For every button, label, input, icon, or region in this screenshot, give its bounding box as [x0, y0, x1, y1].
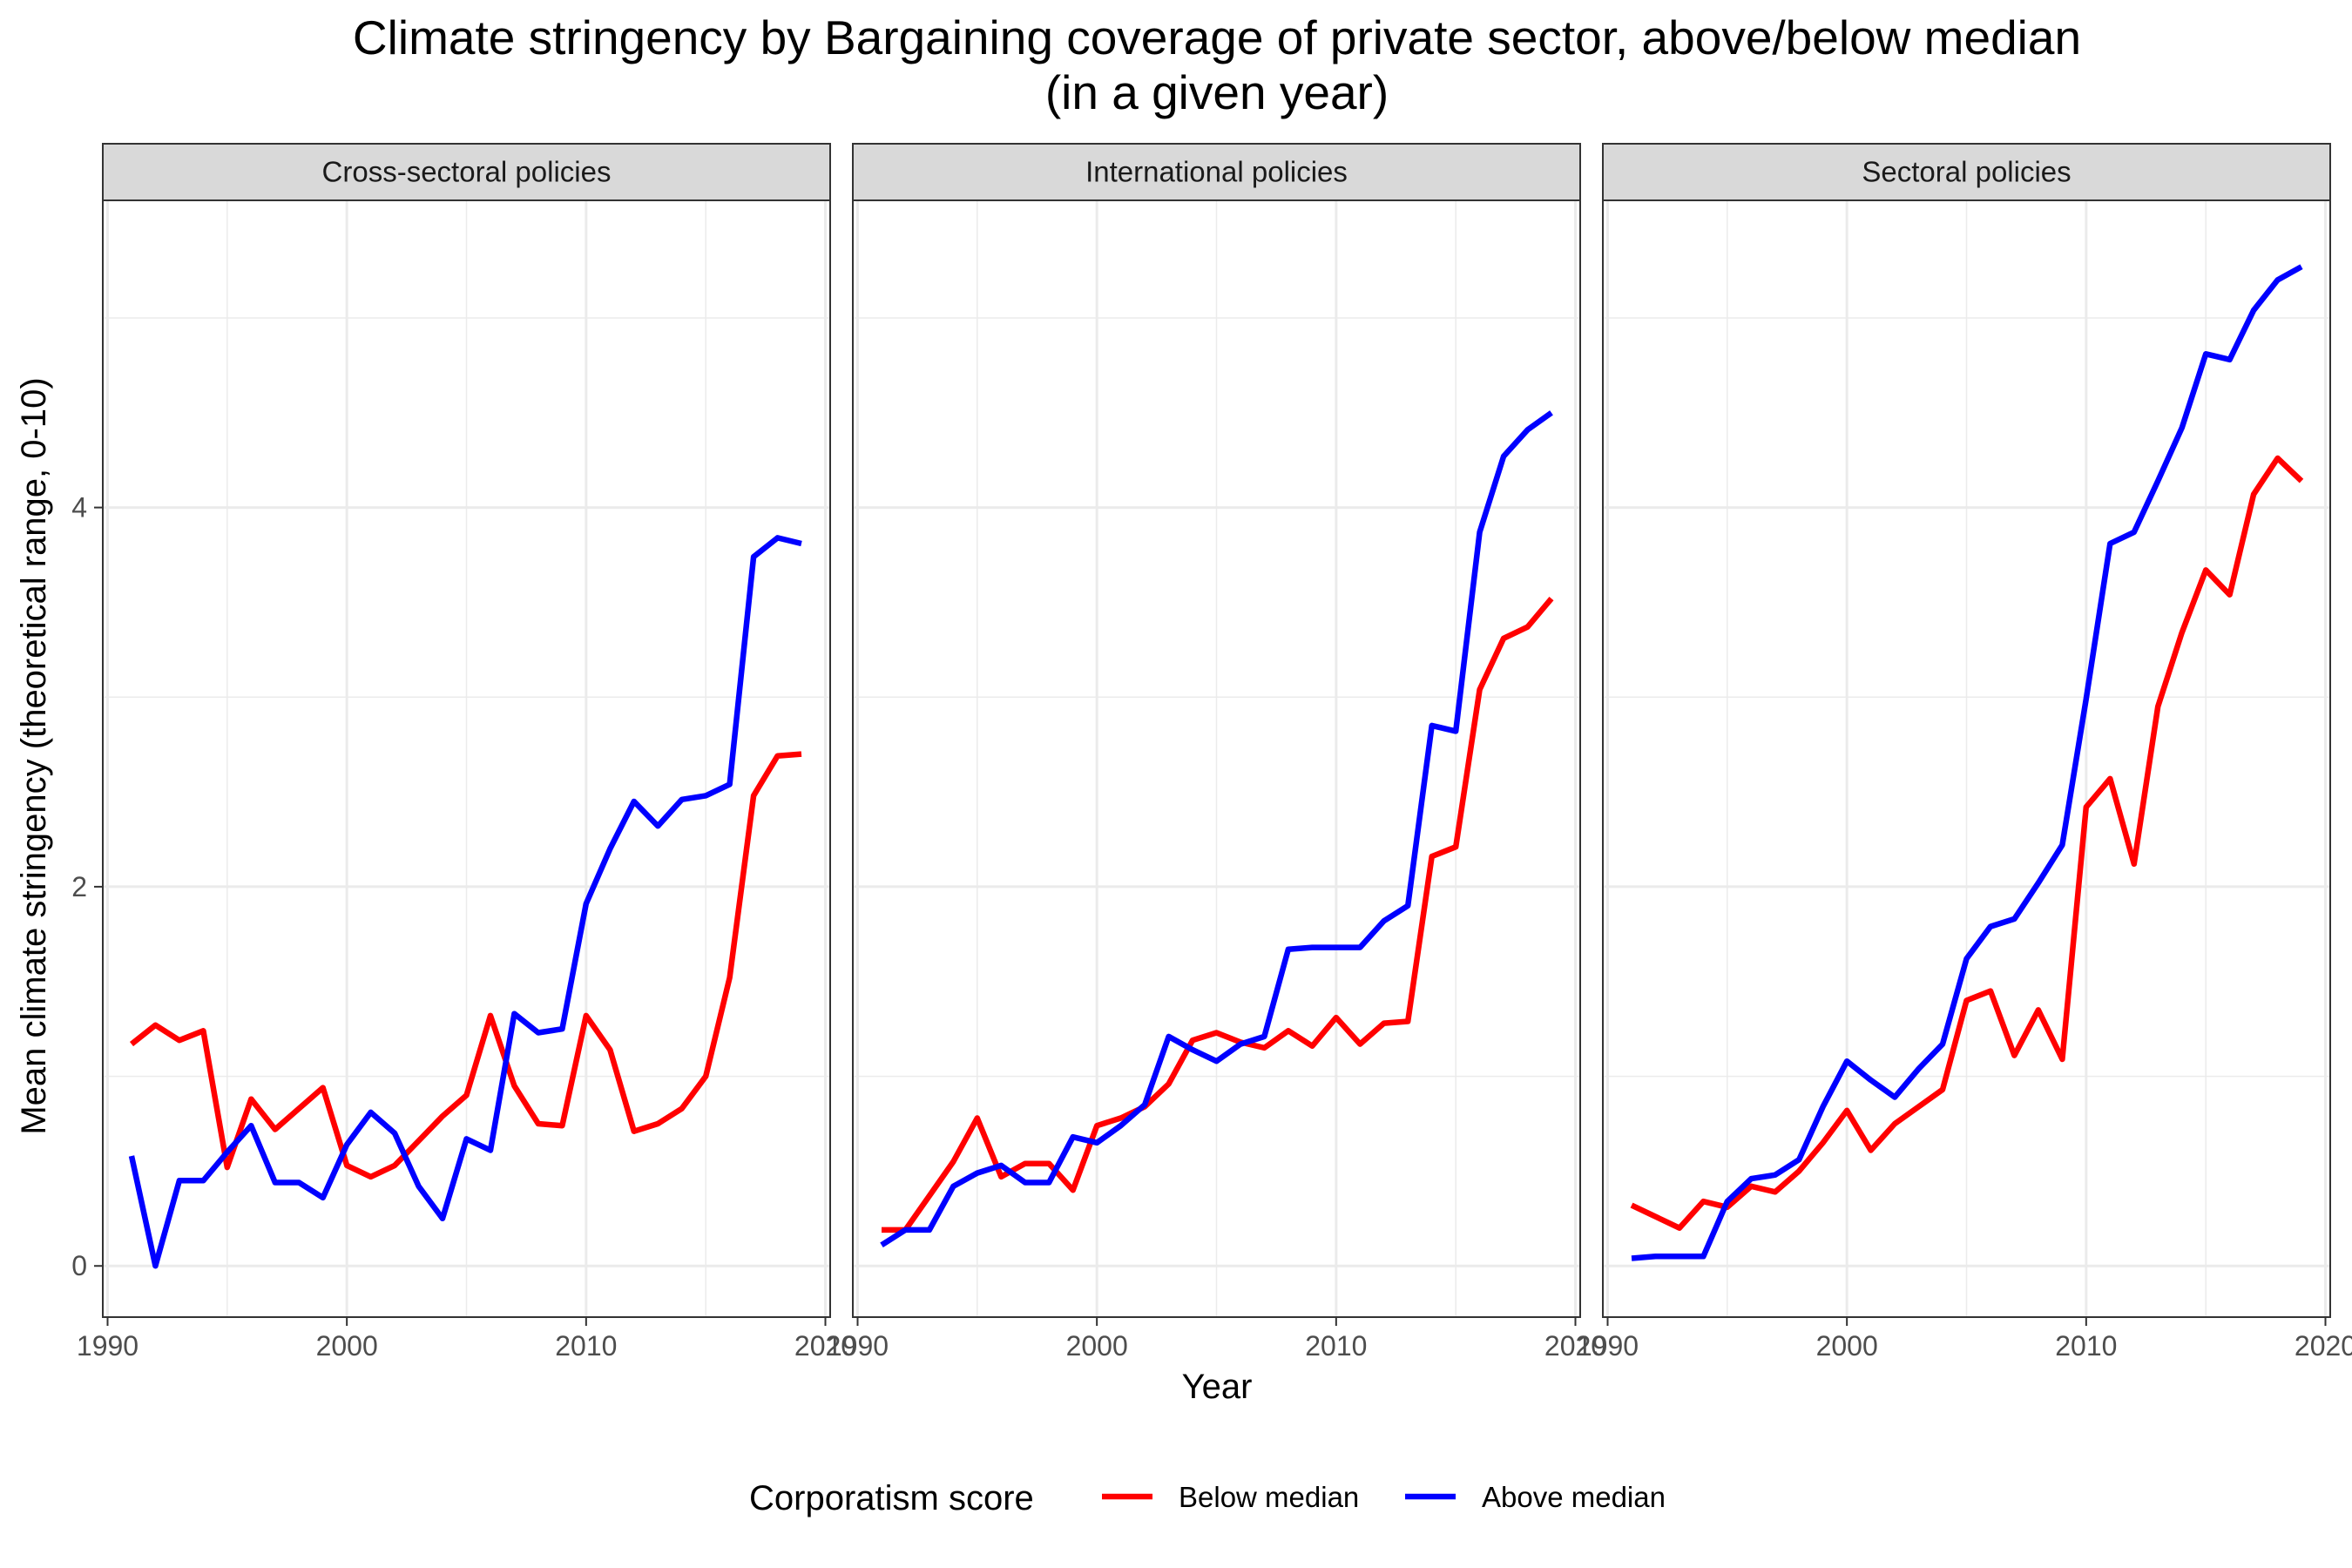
- facet-strip-label: Sectoral policies: [1862, 156, 2071, 188]
- panel-border: [102, 199, 831, 1318]
- y-axis: 0 2 4: [71, 492, 103, 1281]
- x-tick-label: 2000: [316, 1330, 378, 1362]
- x-tick-label: 2010: [1305, 1330, 1367, 1362]
- legend-item-below-median: Below median: [1102, 1481, 1359, 1513]
- legend-entries: Below median Above median: [1102, 1481, 1666, 1513]
- chart-subtitle: (in a given year): [1045, 65, 1389, 119]
- legend: Corporatism score Below median Above medi…: [749, 1479, 1666, 1517]
- panel-international-policies: International policies 1990 2000 2010 2020: [827, 143, 1606, 1362]
- panel-border: [1602, 199, 2331, 1318]
- panel-cross-sectoral-policies: Cross-sectoral policies 1990 2000 2010 2020: [77, 143, 856, 1362]
- x-tick-label: 1990: [827, 1330, 889, 1362]
- facet-strip: [1602, 143, 2331, 201]
- chart-title: Climate stringency by Bargaining coverag…: [353, 10, 2081, 64]
- x-tick-label: 2000: [1066, 1330, 1128, 1362]
- x-tick-label: 2000: [1816, 1330, 1878, 1362]
- x-tick-label: 1990: [1577, 1330, 1639, 1362]
- series-group: [128, 535, 802, 1269]
- legend-item-above-median: Above median: [1405, 1481, 1666, 1513]
- series-group: [880, 410, 1554, 1248]
- x-tick-label: 2020: [2295, 1330, 2352, 1362]
- legend-title: Corporatism score: [749, 1479, 1034, 1517]
- legend-label: Below median: [1179, 1481, 1359, 1513]
- x-tick-label: 1990: [77, 1330, 139, 1362]
- y-tick-label: 2: [71, 871, 87, 902]
- x-tick-label: 2010: [2055, 1330, 2117, 1362]
- facet-strip-label: Cross-sectoral policies: [322, 156, 612, 188]
- facet-strip: [102, 143, 831, 201]
- y-tick-label: 0: [71, 1250, 87, 1281]
- series-group: [1630, 264, 2304, 1261]
- panel-sectoral-policies: Sectoral policies 1990 2000 2010 2020: [1577, 143, 2352, 1362]
- x-tick-label: 2010: [555, 1330, 617, 1362]
- series-line-above-median: [128, 535, 802, 1269]
- series-line-below-median: [129, 751, 802, 1180]
- y-axis-title: Mean climate stringency (theoretical ran…: [15, 377, 53, 1134]
- legend-label: Above median: [1482, 1481, 1666, 1513]
- series-line-above-median: [880, 410, 1553, 1248]
- x-tick-label: 2020: [1544, 1330, 1606, 1362]
- series-line-below-median: [882, 597, 1554, 1233]
- series-line-above-median: [1631, 264, 2303, 1261]
- panel-border: [852, 199, 1581, 1318]
- series-line-below-median: [1630, 455, 2304, 1231]
- y-tick-label: 4: [71, 492, 87, 524]
- facet-strip: [852, 143, 1581, 201]
- facet-strip-label: International policies: [1085, 156, 1348, 188]
- x-tick-label: 2020: [794, 1330, 856, 1362]
- x-axis-title: Year: [1182, 1368, 1253, 1406]
